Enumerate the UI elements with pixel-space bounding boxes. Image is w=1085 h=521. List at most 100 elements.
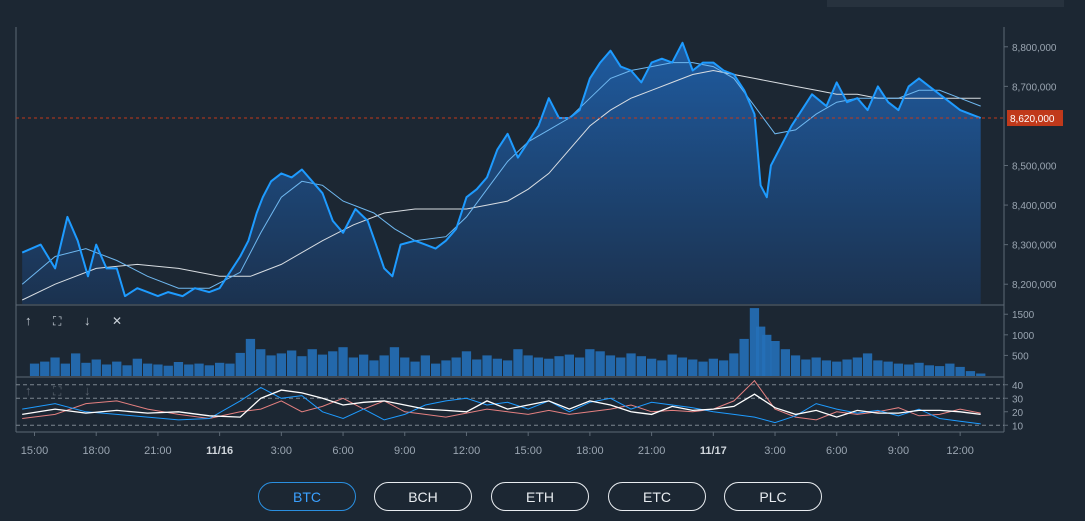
coin-button-etc[interactable]: ETC [608,482,706,511]
coin-button-btc[interactable]: BTC [258,482,356,511]
volume-bar [122,365,132,376]
ma-short-layer [21,62,981,289]
volume-bar [143,363,153,376]
indicator-white-line [22,389,981,418]
volume-tick-label: 1500 [1012,310,1035,321]
volume-bar [965,371,976,376]
price-chart: 8,620,000 8,800,000 8,700,000 8,500,000 8,4… [15,27,1063,457]
fit-screen-icon[interactable]: ⛶ [52,384,62,398]
volume-bar [317,354,328,376]
time-tick-label: 6:00 [826,445,847,457]
indicator-axis: 40 30 20 10 [1004,381,1024,432]
volume-bar [585,349,595,376]
volume-bar [50,357,60,376]
volume-bar [893,363,904,376]
close-icon[interactable]: ✕ [112,314,122,328]
volume-bar [523,355,533,376]
volume-bar [71,353,81,376]
volume-bar [431,363,441,376]
volume-bar [132,358,142,376]
indicator-tick-label: 30 [1012,394,1024,405]
volume-bar [482,355,492,376]
time-tick-label: 21:00 [638,445,666,457]
top-panel [827,0,1064,7]
time-tick-label: 21:00 [144,445,172,457]
volume-bar [636,356,646,376]
volume-bar [112,361,122,376]
price-line-layer [21,41,982,298]
volume-bar [441,360,451,376]
volume-bar [688,359,698,376]
move-down-icon[interactable]: ↓ [84,313,91,328]
indicator-toolbar: ↑ ⛶ ↓ [25,383,91,398]
time-tick-label: 15:00 [21,445,49,457]
volume-bar [513,349,523,376]
volume-bar [667,354,677,376]
time-tick-label: 11/17 [700,445,727,457]
volume-bar [359,354,369,376]
current-price-badge [1007,110,1063,127]
volume-bar [544,358,554,376]
ma-long-layer [21,69,981,301]
volume-bar [934,366,945,376]
volume-bar [842,359,852,376]
volume-bar [811,357,821,376]
fit-screen-icon[interactable]: ⛶ [52,314,62,328]
volume-bar [225,363,235,376]
time-tick-label: 3:00 [271,445,292,457]
volume-bar [60,363,70,376]
volume-bar [647,358,657,376]
volume-tick-label: 500 [1012,351,1029,362]
move-up-icon[interactable]: ↑ [25,383,32,398]
volume-bar [605,355,616,376]
volume-bar [790,355,801,376]
price-tick-label: 8,700,000 [1012,82,1057,93]
price-tick-label: 8,500,000 [1012,162,1057,173]
price-tick-label: 8,300,000 [1012,241,1057,252]
volume-bar [945,363,955,376]
volume-bar [756,326,766,376]
volume-bar [472,359,482,376]
time-tick-label: 15:00 [514,445,542,457]
volume-bar [780,349,790,376]
coin-button-bch[interactable]: BCH [374,482,472,511]
coin-button-plc[interactable]: PLC [724,482,822,511]
volume-bar [657,360,667,376]
volume-bar [163,365,173,376]
move-up-icon[interactable]: ↑ [25,313,32,328]
ma-long-line [21,69,981,301]
volume-bar [762,334,772,376]
volume-bar [348,357,358,376]
time-tick-label: 18:00 [82,445,110,457]
volume-bar [461,351,472,376]
volume-bar [297,356,307,376]
volume-bar [173,362,184,376]
move-down-icon[interactable]: ↓ [84,383,91,398]
volume-bar [873,360,883,376]
volume-bar [770,341,780,376]
volume-bar [81,362,91,376]
volume-bar [564,354,574,376]
volume-bar [338,347,348,376]
volume-bar [575,357,585,376]
time-tick-label: 6:00 [332,445,353,457]
volume-bar [204,365,214,376]
coin-button-eth[interactable]: ETH [491,482,589,511]
volume-bar [852,357,862,376]
volume-bar [307,349,317,376]
volume-bar [749,308,760,376]
volume-bar [595,351,605,376]
volume-bar [677,357,688,376]
indicator-layer [16,379,1004,426]
volume-bar [215,362,225,376]
volume-bar [904,364,914,376]
chart-frame [15,27,1005,433]
volume-bar [821,360,832,376]
volume-bar [287,350,297,376]
volume-bar [40,361,50,376]
volume-bar [276,353,286,376]
volume-bar [400,357,410,376]
volume-bar [451,357,461,376]
volume-bar [410,361,420,376]
time-axis: 15:00 18:00 21:00 11/16 3:00 6:00 9:00 12:00 15:… [21,432,974,457]
